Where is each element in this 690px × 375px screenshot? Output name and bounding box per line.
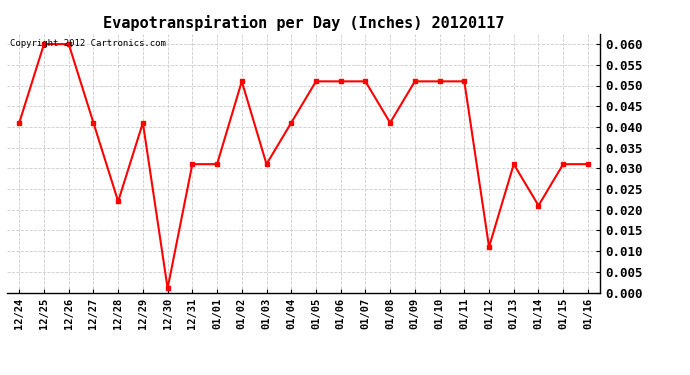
Title: Evapotranspiration per Day (Inches) 20120117: Evapotranspiration per Day (Inches) 2012… bbox=[103, 15, 504, 31]
Text: Copyright 2012 Cartronics.com: Copyright 2012 Cartronics.com bbox=[10, 39, 166, 48]
